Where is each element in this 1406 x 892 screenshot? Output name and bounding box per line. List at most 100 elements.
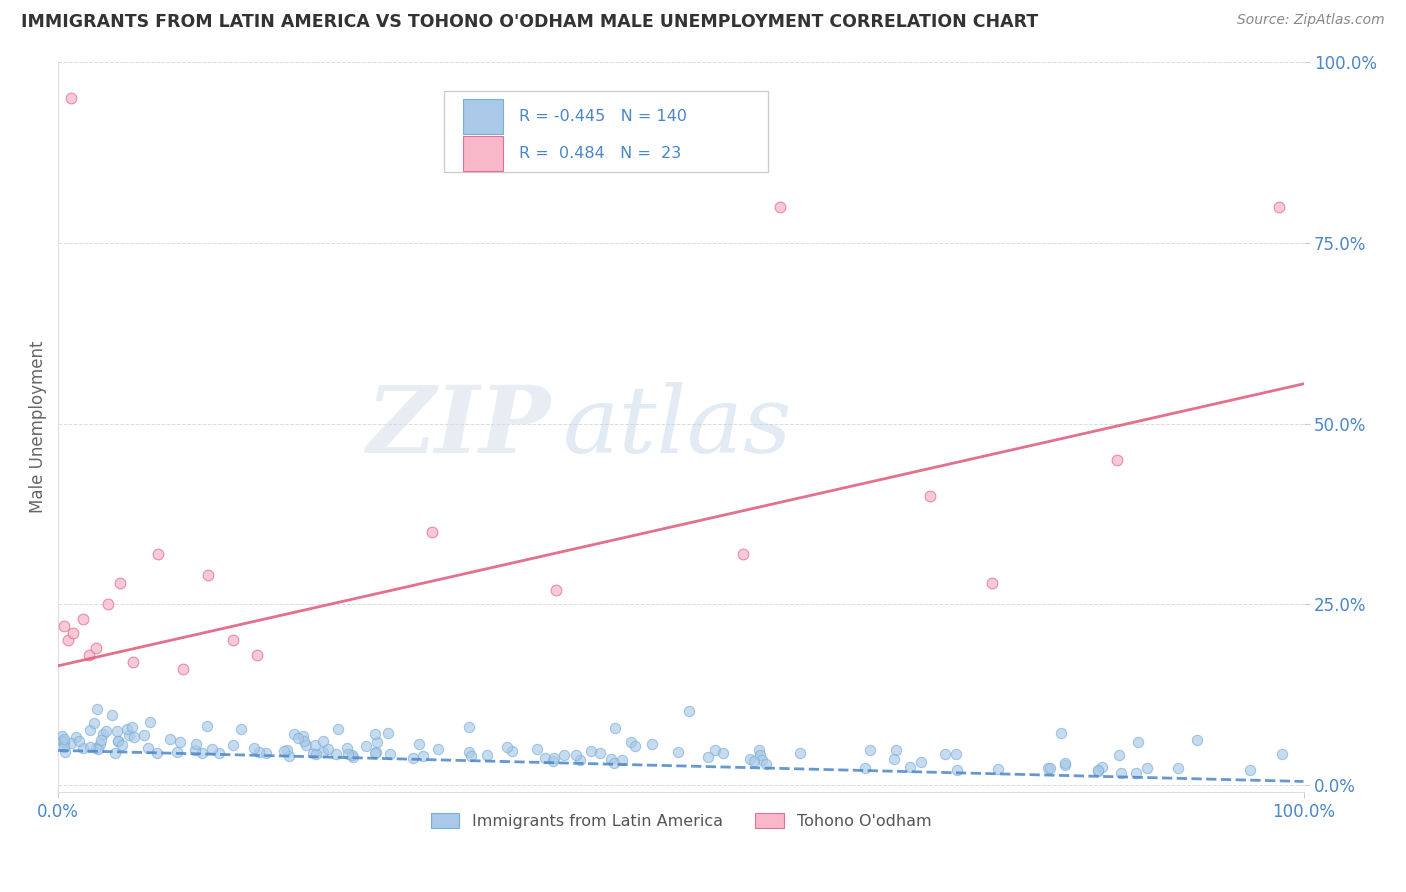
Point — [769, 200, 792, 214]
Point — [79, 739, 101, 754]
Legend: Immigrants from Latin America, Tohono O'odham: Immigrants from Latin America, Tohono O'… — [425, 807, 938, 836]
Point — [1087, 764, 1109, 779]
Point — [884, 743, 907, 757]
Point — [496, 739, 519, 754]
Point — [87, 741, 110, 756]
Point — [115, 722, 138, 736]
Point — [408, 737, 430, 751]
Point — [53, 619, 76, 633]
FancyBboxPatch shape — [463, 99, 503, 135]
Point — [733, 547, 755, 561]
Point — [742, 754, 765, 768]
Point — [859, 743, 882, 757]
Point — [291, 730, 314, 744]
Point — [83, 715, 105, 730]
Point — [254, 746, 277, 760]
FancyBboxPatch shape — [463, 136, 503, 171]
Point — [104, 746, 127, 760]
Point — [738, 752, 761, 766]
Point — [51, 729, 73, 743]
Point — [697, 750, 720, 764]
Point — [1187, 733, 1209, 747]
Point — [620, 735, 643, 749]
Point — [336, 747, 359, 762]
Point — [110, 575, 132, 590]
Point — [79, 723, 101, 737]
Point — [668, 745, 690, 759]
Point — [918, 489, 941, 503]
Point — [101, 708, 124, 723]
Point — [312, 745, 335, 759]
Point — [301, 747, 323, 761]
Point — [354, 739, 377, 753]
Point — [1105, 452, 1128, 467]
Point — [533, 751, 555, 765]
Point — [325, 747, 347, 761]
Point — [1091, 760, 1114, 774]
Point — [1267, 200, 1289, 214]
Point — [134, 728, 156, 742]
Point — [378, 747, 401, 762]
Point — [305, 747, 328, 761]
Point — [294, 739, 316, 753]
Point — [457, 720, 479, 734]
Point — [191, 746, 214, 760]
Point — [201, 741, 224, 756]
Y-axis label: Male Unemployment: Male Unemployment — [30, 341, 46, 514]
Point — [121, 720, 143, 734]
Point — [1271, 747, 1294, 761]
Point — [748, 747, 770, 762]
Point — [945, 747, 967, 761]
Point — [136, 740, 159, 755]
Point — [1053, 756, 1076, 770]
Point — [898, 760, 921, 774]
Point — [316, 742, 339, 756]
Point — [579, 744, 602, 758]
Point — [145, 746, 167, 760]
Point — [52, 735, 75, 749]
Point — [366, 745, 388, 759]
Point — [94, 723, 117, 738]
Text: IMMIGRANTS FROM LATIN AMERICA VS TOHONO O'ODHAM MALE UNEMPLOYMENT CORRELATION CH: IMMIGRANTS FROM LATIN AMERICA VS TOHONO … — [21, 13, 1039, 31]
Point — [67, 734, 90, 748]
Point — [304, 738, 326, 752]
Point — [146, 547, 169, 561]
Point — [711, 746, 734, 760]
Point — [641, 737, 664, 751]
Text: Source: ZipAtlas.com: Source: ZipAtlas.com — [1237, 13, 1385, 28]
Point — [86, 702, 108, 716]
Point — [526, 741, 548, 756]
Point — [52, 740, 75, 755]
Point — [242, 741, 264, 756]
Point — [292, 734, 315, 748]
Point — [247, 745, 270, 759]
Point — [278, 748, 301, 763]
Point — [412, 749, 434, 764]
Text: ZIP: ZIP — [366, 383, 550, 472]
Point — [1111, 765, 1133, 780]
Point — [754, 757, 776, 772]
Point — [122, 655, 145, 669]
Point — [222, 738, 245, 752]
Point — [166, 746, 188, 760]
Point — [420, 524, 443, 539]
Point — [1054, 758, 1077, 772]
Point — [336, 741, 359, 756]
Point — [184, 742, 207, 756]
Point — [546, 582, 568, 597]
Point — [62, 626, 84, 640]
Point — [1126, 735, 1149, 749]
Point — [553, 747, 575, 762]
Point — [568, 753, 591, 767]
Point — [678, 705, 700, 719]
Point — [853, 761, 876, 775]
Point — [565, 747, 588, 762]
Point — [426, 742, 449, 756]
Point — [589, 746, 612, 760]
Point — [789, 747, 811, 761]
Point — [602, 756, 624, 770]
Point — [1087, 764, 1109, 778]
Point — [111, 738, 134, 752]
Point — [105, 723, 128, 738]
Point — [107, 733, 129, 747]
